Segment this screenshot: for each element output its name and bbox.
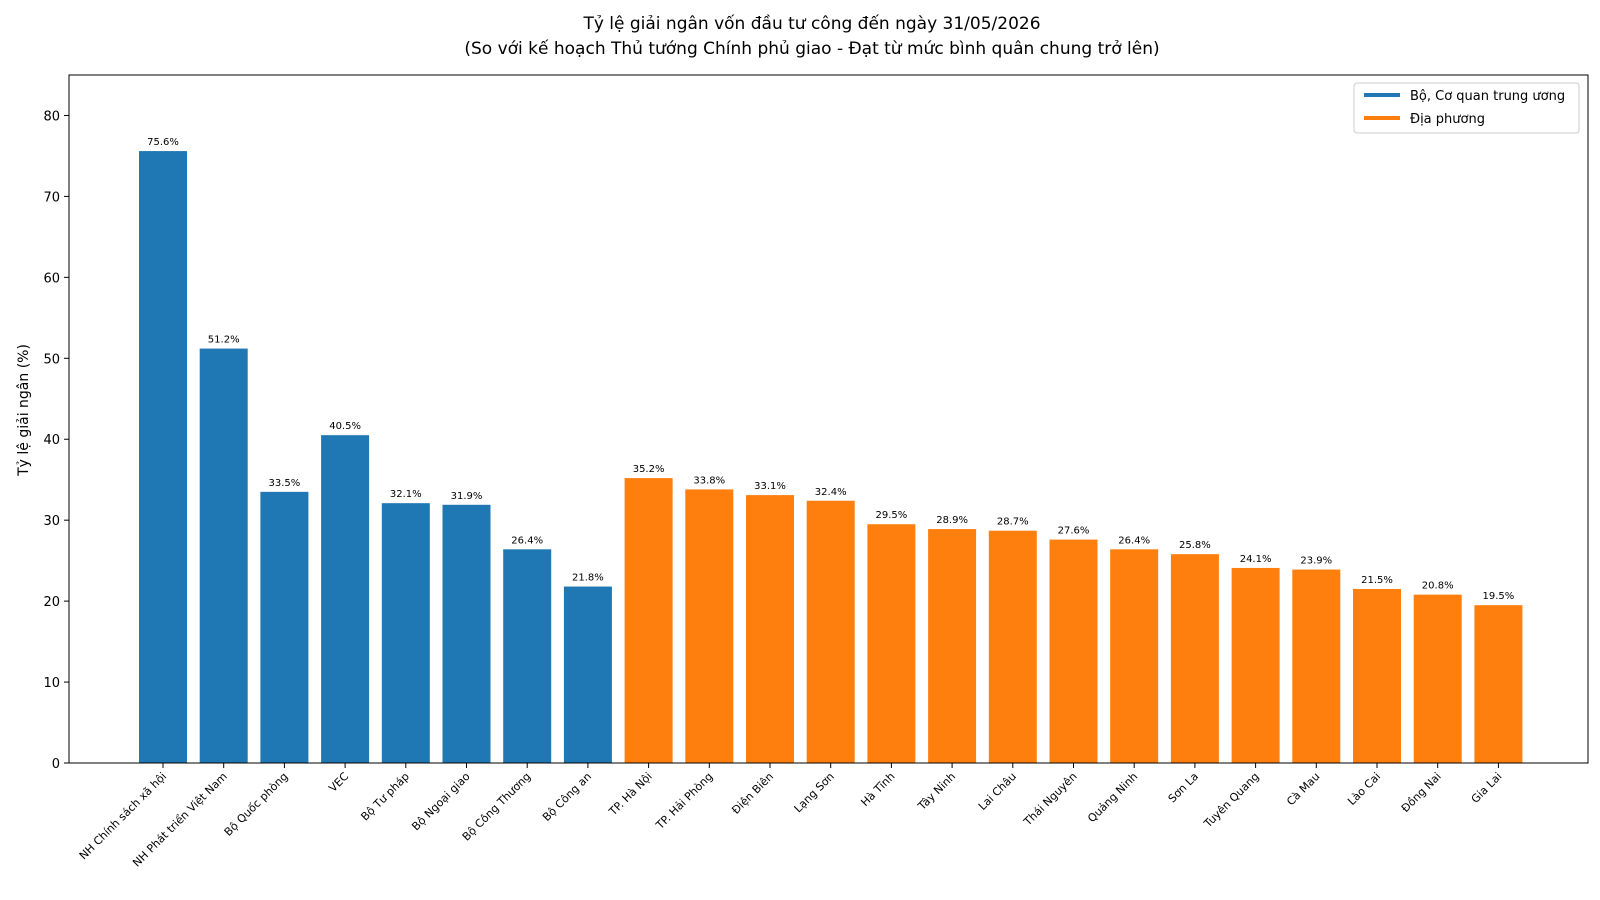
data-label: 28.7% — [997, 517, 1029, 528]
data-label: 35.2% — [633, 464, 665, 475]
bar — [139, 151, 187, 763]
legend-label-dia-phuong: Địa phương — [1410, 112, 1485, 127]
x-tick-label: Bộ Tư pháp — [358, 770, 411, 823]
x-tick-label: TP. Hải Phòng — [653, 770, 716, 833]
y-tick-label: 20 — [43, 595, 60, 610]
bar — [199, 348, 248, 763]
y-axis-ticks: 0 10 20 30 40 50 60 70 80 — [43, 109, 69, 772]
y-tick-label: 0 — [52, 757, 60, 772]
x-tick-label: Lai Châu — [976, 770, 1019, 813]
bar — [503, 549, 552, 763]
plot-frame — [68, 74, 1589, 764]
data-label: 26.4% — [1118, 535, 1150, 546]
x-tick-label: Sơn La — [1166, 770, 1201, 805]
data-label: 20.8% — [1422, 581, 1454, 592]
bar — [260, 491, 309, 763]
bars-group — [139, 151, 1523, 763]
x-tick-label: Bộ Công Thương — [460, 770, 534, 844]
data-label: 33.8% — [693, 475, 725, 486]
x-tick-label: Bộ Ngoại giao — [409, 770, 472, 833]
legend: Bộ, Cơ quan trung ương Địa phương — [1353, 82, 1580, 134]
x-tick-label: Cà Mau — [1284, 770, 1322, 808]
data-label: 21.5% — [1361, 575, 1393, 586]
y-tick-label: 70 — [43, 190, 60, 205]
x-tick-label: Thái Nguyên — [1021, 770, 1080, 829]
data-label: 32.1% — [390, 489, 422, 500]
data-label: 24.1% — [1240, 554, 1272, 565]
legend-box — [1353, 82, 1580, 134]
x-tick-label: Quảng Ninh — [1085, 770, 1140, 825]
data-labels-group: 75.6% 51.2% 33.5% 40.5% 32.1% 31.9% 26.4% 21.8%… — [147, 137, 1514, 602]
x-tick-label: Đồng Nai — [1399, 770, 1444, 815]
bar — [624, 478, 673, 763]
data-label: 23.9% — [1300, 556, 1332, 567]
data-label: 51.2% — [208, 335, 240, 346]
x-tick-label: Tuyên Quang — [1201, 770, 1262, 831]
data-label: 28.9% — [936, 515, 968, 526]
x-tick-label: Hà Tĩnh — [858, 770, 897, 809]
data-label: 33.5% — [269, 478, 301, 489]
data-label: 25.8% — [1179, 540, 1211, 551]
data-label: 19.5% — [1483, 591, 1515, 602]
bar — [1353, 588, 1401, 763]
bar — [928, 529, 977, 763]
bar — [1413, 594, 1462, 763]
y-tick-label: 40 — [43, 433, 60, 448]
x-tick-label: Lạng Sơn — [792, 770, 837, 815]
data-label: 21.8% — [572, 573, 604, 584]
y-axis-title: Tỷ lệ giải ngân (%) — [16, 344, 32, 477]
bar — [1049, 539, 1098, 763]
bar — [988, 530, 1037, 763]
data-label: 32.4% — [815, 487, 847, 498]
bar — [806, 500, 855, 763]
x-tick-label: Bộ Quốc phòng — [222, 770, 291, 839]
bar — [1474, 605, 1523, 763]
data-label: 40.5% — [329, 421, 361, 432]
data-label: 33.1% — [754, 481, 786, 492]
bar — [1231, 567, 1280, 763]
bar — [867, 524, 916, 763]
x-tick-label: Bộ Công an — [540, 770, 594, 824]
data-label: 75.6% — [147, 137, 179, 148]
bar — [1292, 569, 1341, 763]
data-label: 31.9% — [451, 491, 483, 502]
bar — [442, 504, 491, 763]
chart-title: Tỷ lệ giải ngân vốn đầu tư công đến ngày… — [582, 13, 1040, 34]
data-label: 26.4% — [511, 535, 543, 546]
data-label: 29.5% — [876, 510, 908, 521]
legend-label-trung-uong: Bộ, Cơ quan trung ương — [1410, 89, 1565, 104]
bar — [746, 495, 794, 763]
bar — [381, 503, 430, 763]
y-tick-label: 50 — [43, 352, 60, 367]
bar — [1170, 554, 1219, 763]
x-tick-label: TP. Hà Nội — [606, 770, 655, 819]
bar — [1110, 549, 1159, 763]
x-tick-label: Gia Lai — [1469, 770, 1505, 806]
data-label: 27.6% — [1058, 526, 1090, 537]
chart-subtitle: (So với kế hoạch Thủ tướng Chính phủ gia… — [464, 38, 1159, 59]
x-tick-label: Lào Cai — [1345, 770, 1383, 808]
bar — [563, 586, 612, 763]
bar — [685, 489, 734, 763]
y-tick-label: 10 — [43, 676, 60, 691]
bar — [321, 435, 370, 763]
y-tick-label: 30 — [43, 514, 60, 529]
y-tick-label: 60 — [43, 271, 60, 286]
x-tick-label: Điện Biên — [729, 770, 776, 817]
y-tick-label: 80 — [43, 109, 60, 124]
x-tick-label: VEC — [326, 770, 351, 795]
x-tick-label: Tây Ninh — [915, 770, 958, 813]
